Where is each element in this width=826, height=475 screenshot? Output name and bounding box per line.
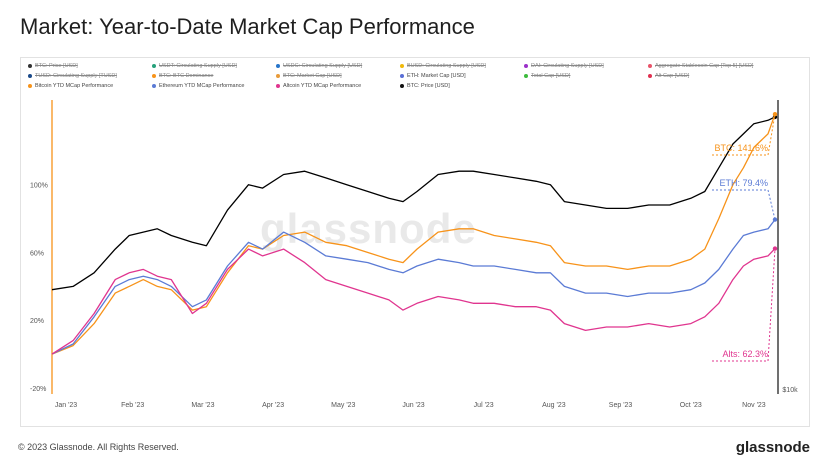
legend-item[interactable]: Altcoin YTD MCap Performance (276, 83, 361, 89)
legend-item[interactable]: USDC: Circulating Supply [USD] (276, 63, 362, 69)
legend-label: BUSD: Circulating Supply [USD] (407, 63, 486, 69)
legend-item[interactable]: ETH: Market Cap [USD] (400, 73, 466, 79)
legend-swatch-icon (152, 83, 156, 88)
legend-label: ETH: Market Cap [USD] (407, 73, 466, 79)
legend-item[interactable]: BTC: Price [USD] (28, 63, 78, 69)
chart-legend: BTC: Price [USD] USDT: Circulating Supply… (28, 63, 798, 97)
legend-label: Alt Cap [USD] (655, 73, 690, 79)
x-tick-label: Mar '23 (191, 402, 214, 409)
legend-item[interactable]: BTC: Market Cap [USD] (276, 73, 342, 79)
legend-label: BTC: Price [USD] (35, 63, 78, 69)
x-tick-label: Nov '23 (742, 402, 766, 409)
legend-label: Bitcoin YTD MCap Performance (35, 83, 114, 89)
legend-swatch-icon (400, 63, 404, 68)
legend-label: Total Cap [USD] (531, 73, 571, 79)
series-line (51, 116, 776, 291)
legend-item[interactable]: USDT: Circulating Supply [USD] (152, 63, 237, 69)
legend-label: TUSD: Circulating Supply [TUSD] (35, 73, 117, 79)
series-line (51, 248, 776, 355)
x-tick-label: Sep '23 (609, 402, 633, 409)
y-tick-label: -20% (30, 386, 46, 393)
legend-swatch-icon (400, 83, 404, 88)
legend-swatch-icon (276, 73, 280, 78)
x-tick-label: May '23 (331, 402, 355, 409)
legend-label: USDC: Circulating Supply [USD] (283, 63, 363, 69)
series-end-point (772, 217, 778, 222)
legend-label: USDT: Circulating Supply [USD] (159, 63, 237, 69)
legend-label: BTC: Market Cap [USD] (283, 73, 342, 79)
x-tick-label: Aug '23 (542, 402, 566, 409)
annotation-label: Alts: 62.3% (722, 349, 768, 359)
legend-item[interactable]: BTC: Price [USD] (400, 83, 450, 89)
legend-label: Aggregate Stablecoin Cap [Top 5] [USD] (655, 63, 754, 69)
series-line (51, 219, 776, 355)
legend-label: BTC: BTC Dominance (159, 73, 214, 79)
y-tick-label: 100% (30, 183, 48, 190)
brand-logo: glassnode (735, 439, 810, 456)
legend-item[interactable]: Ethereum YTD MCap Performance (152, 83, 245, 89)
legend-label: Ethereum YTD MCap Performance (159, 83, 245, 89)
annotation-label: BTC: 141.6% (714, 143, 768, 153)
x-tick-label: Feb '23 (121, 402, 144, 409)
legend-label: DAI: Circulating Supply [USD] (531, 63, 604, 69)
watermark: glassnode (260, 205, 477, 252)
legend-item[interactable]: TUSD: Circulating Supply [TUSD] (28, 73, 117, 79)
y-tick-label: 20% (30, 318, 44, 325)
x-tick-label: Jan '23 (55, 402, 77, 409)
x-tick-label: Jul '23 (474, 402, 494, 409)
legend-item[interactable]: BUSD: Circulating Supply [USD] (400, 63, 486, 69)
annotation-leader (767, 114, 776, 156)
chart-panel (20, 57, 810, 427)
series-line (51, 113, 776, 355)
legend-label: BTC: Price [USD] (407, 83, 450, 89)
legend-swatch-icon (524, 73, 528, 78)
right-axis-label: $10k (782, 387, 798, 394)
legend-swatch-icon (28, 73, 32, 78)
legend-swatch-icon (648, 73, 652, 78)
legend-item[interactable]: BTC: BTC Dominance (152, 73, 213, 79)
legend-swatch-icon (152, 73, 156, 78)
annotation-leader (767, 248, 776, 362)
legend-item[interactable]: Bitcoin YTD MCap Performance (28, 83, 113, 89)
series-end-point (772, 246, 778, 251)
legend-swatch-icon (524, 63, 528, 68)
legend-item[interactable]: Alt Cap [USD] (648, 73, 689, 79)
legend-item[interactable]: Aggregate Stablecoin Cap [Top 5] [USD] (648, 63, 753, 69)
legend-item[interactable]: DAI: Circulating Supply [USD] (524, 63, 604, 69)
copyright-footer: © 2023 Glassnode. All Rights Reserved. (18, 442, 179, 452)
x-tick-label: Oct '23 (680, 402, 702, 409)
legend-swatch-icon (28, 83, 32, 88)
legend-swatch-icon (400, 73, 404, 78)
annotation-leader (767, 189, 776, 220)
legend-swatch-icon (648, 63, 652, 68)
legend-swatch-icon (276, 63, 280, 68)
legend-swatch-icon (276, 83, 280, 88)
y-tick-label: 60% (30, 250, 44, 257)
legend-label: Altcoin YTD MCap Performance (283, 83, 362, 89)
x-tick-label: Jun '23 (402, 402, 424, 409)
legend-item[interactable]: Total Cap [USD] (524, 73, 570, 79)
chart-title: Market: Year-to-Date Market Cap Performa… (20, 14, 475, 39)
legend-swatch-icon (28, 63, 32, 68)
x-tick-label: Apr '23 (262, 402, 284, 409)
annotation-label: ETH: 79.4% (719, 178, 768, 188)
legend-swatch-icon (152, 63, 156, 68)
